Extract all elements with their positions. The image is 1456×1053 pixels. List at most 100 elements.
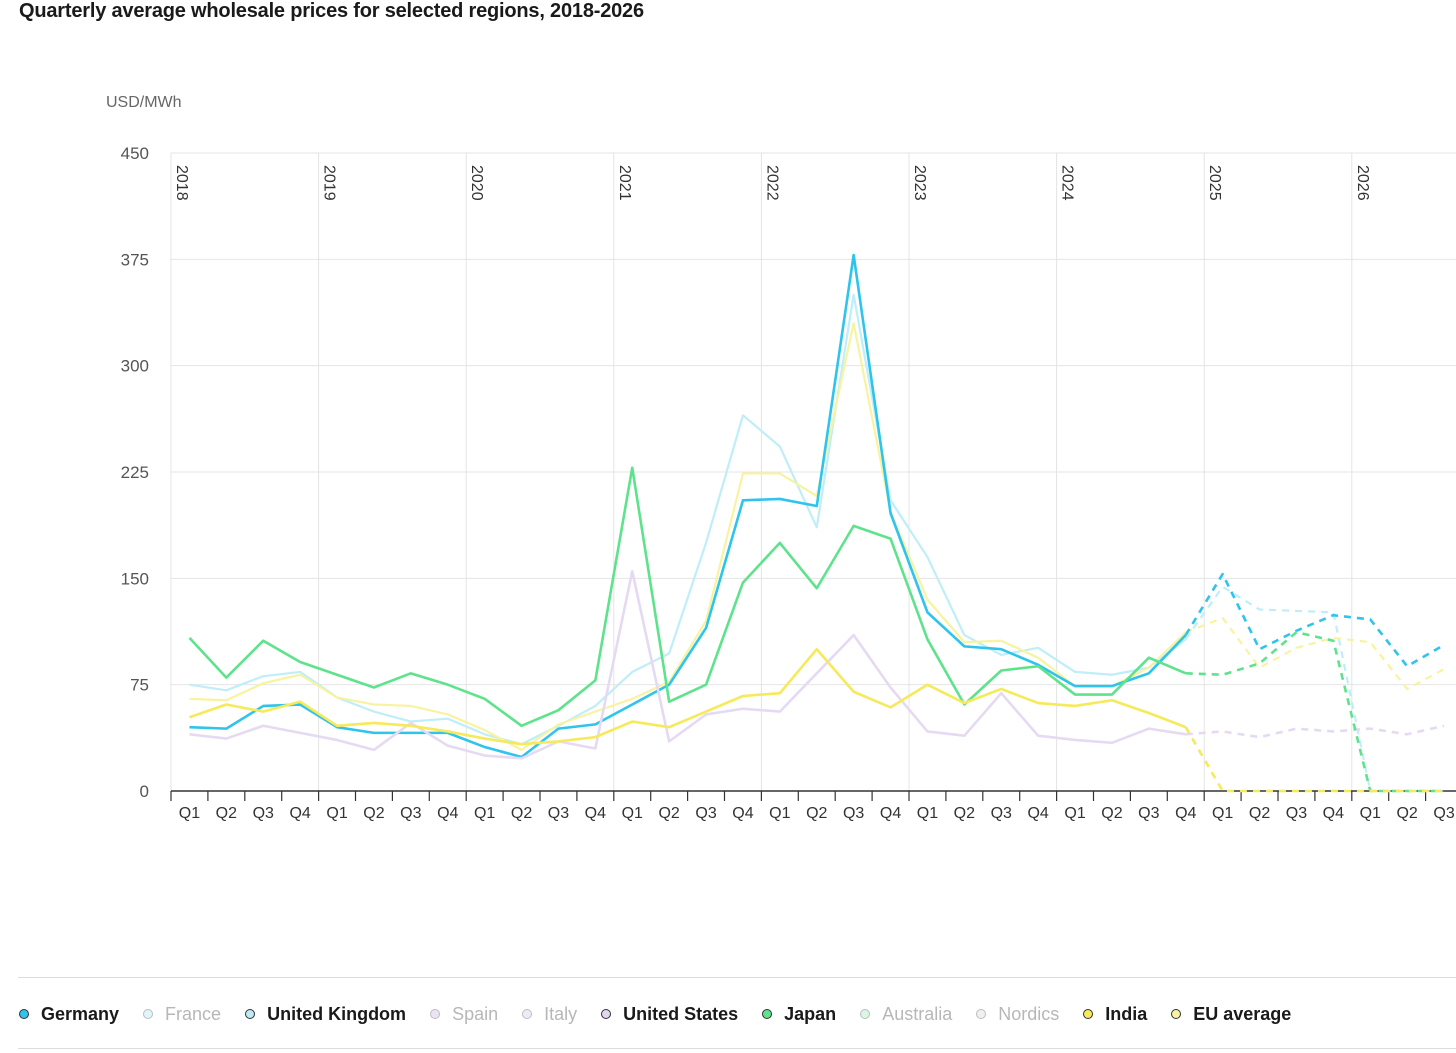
legend-label: United Kingdom	[267, 1003, 407, 1024]
chart-title: Quarterly average wholesale prices for s…	[19, 0, 644, 22]
year-label: 2018	[173, 165, 190, 201]
x-tick-label: Q1	[769, 805, 790, 822]
x-tick-label: Q2	[658, 805, 679, 822]
y-tick-label: 150	[121, 569, 149, 588]
x-tick-label: Q3	[695, 805, 716, 822]
legend-label: United States	[623, 1003, 739, 1024]
y-tick-label: 0	[140, 782, 149, 801]
legend-divider-top	[18, 977, 1456, 978]
series-japan-line	[188, 466, 1187, 728]
legend-label: India	[1105, 1003, 1148, 1024]
series-united-states-line	[189, 569, 1186, 760]
series-eu-average-line	[189, 322, 1187, 751]
legend-swatch-icon	[245, 1009, 256, 1019]
x-tick-label: Q1	[179, 805, 200, 822]
year-label: 2019	[321, 165, 338, 201]
year-label: 2020	[468, 165, 485, 201]
x-tick-label: Q3	[1138, 805, 1159, 822]
x-tick-label: Q2	[954, 805, 975, 822]
legend-swatch-icon	[19, 1009, 29, 1019]
series-india-forecast-line	[1184, 726, 1445, 793]
legend-swatch-icon	[1083, 1009, 1094, 1019]
y-tick-label: 375	[121, 250, 149, 269]
legend: Germany France United Kingdom Spain Italy Uni…	[19, 1002, 1315, 1026]
x-tick-label: Q2	[1249, 805, 1270, 822]
legend-label: Germany	[41, 1003, 120, 1024]
legend-item-united-states[interactable]: United States	[601, 1004, 738, 1025]
x-tick-label: Q1	[1064, 805, 1085, 822]
x-tick-label: Q1	[326, 805, 347, 822]
legend-label: Nordics	[998, 1003, 1060, 1024]
line-chart: USD/MWh 0 75 150 225 300 375 450 2018 2019 2020 202…	[106, 94, 1456, 822]
series-eu-average-forecast-line	[1185, 616, 1445, 691]
x-tick-label: Q4	[732, 805, 753, 822]
x-tick-label: Q1	[474, 805, 495, 822]
legend-swatch-icon	[976, 1009, 987, 1019]
legend-item-germany[interactable]: Germany	[19, 1004, 119, 1025]
x-tick-label: Q1	[917, 805, 938, 822]
x-tick-label: Q3	[400, 805, 421, 822]
year-label: 2023	[911, 165, 928, 201]
x-tick-label: Q2	[511, 805, 532, 822]
x-tick-label: Q2	[363, 805, 384, 822]
series-france-forecast-line	[1184, 585, 1445, 793]
year-label: 2025	[1206, 165, 1223, 201]
legend-swatch-icon	[860, 1009, 871, 1019]
year-label: 2024	[1059, 165, 1076, 201]
legend-label: EU average	[1193, 1003, 1292, 1024]
legend-label: Japan	[784, 1003, 837, 1024]
x-tick-label: Q2	[1396, 805, 1417, 822]
series-france-line	[189, 293, 1187, 746]
series-india-line	[189, 647, 1187, 746]
x-tick-label: Q4	[437, 805, 458, 822]
legend-swatch-icon	[522, 1009, 533, 1019]
legend-item-australia[interactable]: Australia	[860, 1004, 952, 1025]
legend-swatch-icon	[762, 1009, 773, 1019]
legend-swatch-icon	[1171, 1009, 1182, 1019]
x-tick-label: Q3	[548, 805, 569, 822]
legend-item-india[interactable]: India	[1083, 1004, 1147, 1025]
x-tick-label: Q2	[806, 805, 827, 822]
x-tick-label: Q3	[253, 805, 274, 822]
legend-item-italy[interactable]: Italy	[522, 1004, 577, 1025]
y-tick-label: 300	[121, 357, 149, 376]
x-tick-label: Q4	[1027, 805, 1048, 822]
y-tick-label: 450	[121, 144, 149, 163]
legend-item-spain[interactable]: Spain	[430, 1004, 498, 1025]
x-tick-label: Q1	[1212, 805, 1233, 822]
x-tick-label: Q4	[1175, 805, 1196, 822]
legend-item-nordics[interactable]: Nordics	[976, 1004, 1059, 1025]
x-tick-label: Q1	[1360, 805, 1381, 822]
y-tick-label: 75	[130, 676, 149, 695]
legend-item-japan[interactable]: Japan	[762, 1004, 836, 1025]
y-tick-label: 225	[121, 463, 149, 482]
legend-item-france[interactable]: France	[143, 1004, 221, 1025]
x-tick-label: Q3	[843, 805, 864, 822]
x-tick-label: Q2	[216, 805, 237, 822]
x-tick-label: Q3	[1286, 805, 1307, 822]
legend-label: Australia	[882, 1003, 953, 1024]
y-axis-label: USD/MWh	[106, 94, 182, 111]
series-japan-forecast-line	[1185, 630, 1445, 793]
x-tick-label: Q1	[622, 805, 643, 822]
x-tick-label: Q4	[1323, 805, 1344, 822]
legend-label: Italy	[544, 1003, 578, 1024]
legend-label: Spain	[452, 1003, 499, 1024]
x-tick-label: Q4	[289, 805, 310, 822]
year-label: 2022	[763, 165, 780, 201]
series-united-states-forecast-line	[1185, 724, 1445, 739]
legend-swatch-icon	[430, 1009, 441, 1019]
legend-swatch-icon	[143, 1009, 154, 1019]
legend-swatch-icon	[601, 1009, 612, 1019]
year-label: 2021	[616, 165, 633, 201]
x-tick-label: Q3	[991, 805, 1012, 822]
legend-label: France	[165, 1003, 222, 1024]
year-label: 2026	[1354, 165, 1371, 201]
legend-divider-bottom	[18, 1048, 1456, 1049]
legend-item-united-kingdom[interactable]: United Kingdom	[245, 1004, 406, 1025]
series-germany-line	[189, 253, 1187, 759]
x-tick-label: Q2	[1101, 805, 1122, 822]
legend-item-eu-average[interactable]: EU average	[1171, 1004, 1291, 1025]
x-tick-label: Q3	[1433, 805, 1454, 822]
x-tick-label: Q4	[880, 805, 901, 822]
